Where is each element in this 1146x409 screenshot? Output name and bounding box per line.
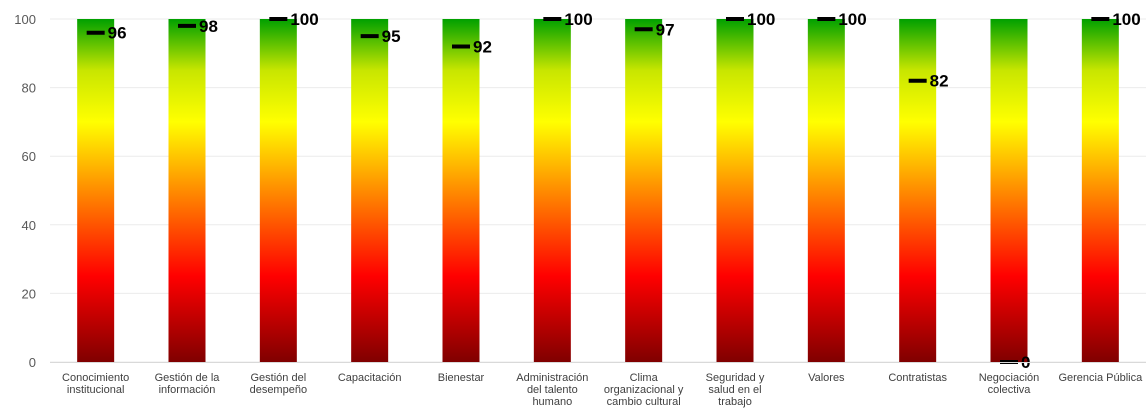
value-label: 100 [1112,10,1140,29]
category-label-line: del talento [527,384,578,396]
value-label: 100 [747,10,775,29]
category-label: Bienestar [438,372,485,384]
gridlines [50,18,1146,363]
category-label-line: desempeño [250,384,308,396]
category-label-line: humano [532,396,572,408]
value-label: 98 [199,17,218,36]
category-label-line: salud en el [708,384,761,396]
gauge-bar [899,19,937,362]
gauge-bar [442,19,480,362]
value-label: 92 [473,37,492,56]
y-tick-label: 40 [22,218,36,233]
category-label: Contratistas [888,372,947,384]
category-label: Gestión de la información [155,372,221,396]
value-label: 100 [564,10,592,29]
category-label-line: Valores [808,372,845,384]
gauge-bar [1081,19,1119,362]
category-label-line: Conocimiento [62,372,129,384]
gauge-bar [533,19,571,362]
category-label-line: Contratistas [888,372,947,384]
category-label: Conocimiento institucional [62,372,129,396]
category-label: Valores [808,372,845,384]
category-label: Administración del talento humano [516,372,588,408]
category-label-line: Administración [516,372,588,384]
value-label: 100 [290,10,318,29]
category-label: Seguridad y salud en el trabajo [706,372,765,408]
category-label-line: Seguridad y [706,372,765,384]
category-label-line: trabajo [718,396,752,408]
category-label-line: Gestión de la [155,372,221,384]
gauge-bar [351,19,389,362]
category-label-line: Clima [630,372,659,384]
value-label: 100 [838,10,866,29]
y-tick-label: 60 [22,149,36,164]
category-label: Clima organizacional y cambio cultural [604,372,684,408]
y-axis: 0 20 40 60 80 100 [14,12,36,370]
gauge-bar [716,19,754,362]
value-label: 97 [656,20,675,39]
category-label-line: Bienestar [438,372,485,384]
y-tick-label: 0 [29,355,36,370]
category-label-line: información [159,384,216,396]
bars [77,19,1119,362]
category-label: Negociación colectiva [979,372,1040,396]
category-label-line: cambio cultural [607,396,681,408]
category-label-line: Negociación [979,372,1040,384]
category-label-line: Capacitación [338,372,402,384]
category-label: Gerencia Pública [1058,372,1143,384]
gauge-bar [168,19,206,362]
category-label: Gestión del desempeño [250,372,308,396]
value-label: 95 [382,27,401,46]
category-label-line: organizacional y [604,384,684,396]
gauge-bar [259,19,297,362]
category-label: Capacitación [338,372,402,384]
y-tick-label: 80 [22,81,36,96]
gauge-bar [77,19,115,362]
gauge-bar [807,19,845,362]
category-label-line: Gestión del [251,372,307,384]
value-label: 82 [930,72,949,91]
gauge-bar [625,19,663,362]
category-label-line: Gerencia Pública [1058,372,1143,384]
value-label: 96 [108,24,127,43]
category-label-line: colectiva [988,384,1032,396]
y-tick-label: 100 [14,12,36,27]
category-label-line: institucional [67,384,124,396]
gauge-bar [990,19,1028,362]
y-tick-label: 20 [22,286,36,301]
